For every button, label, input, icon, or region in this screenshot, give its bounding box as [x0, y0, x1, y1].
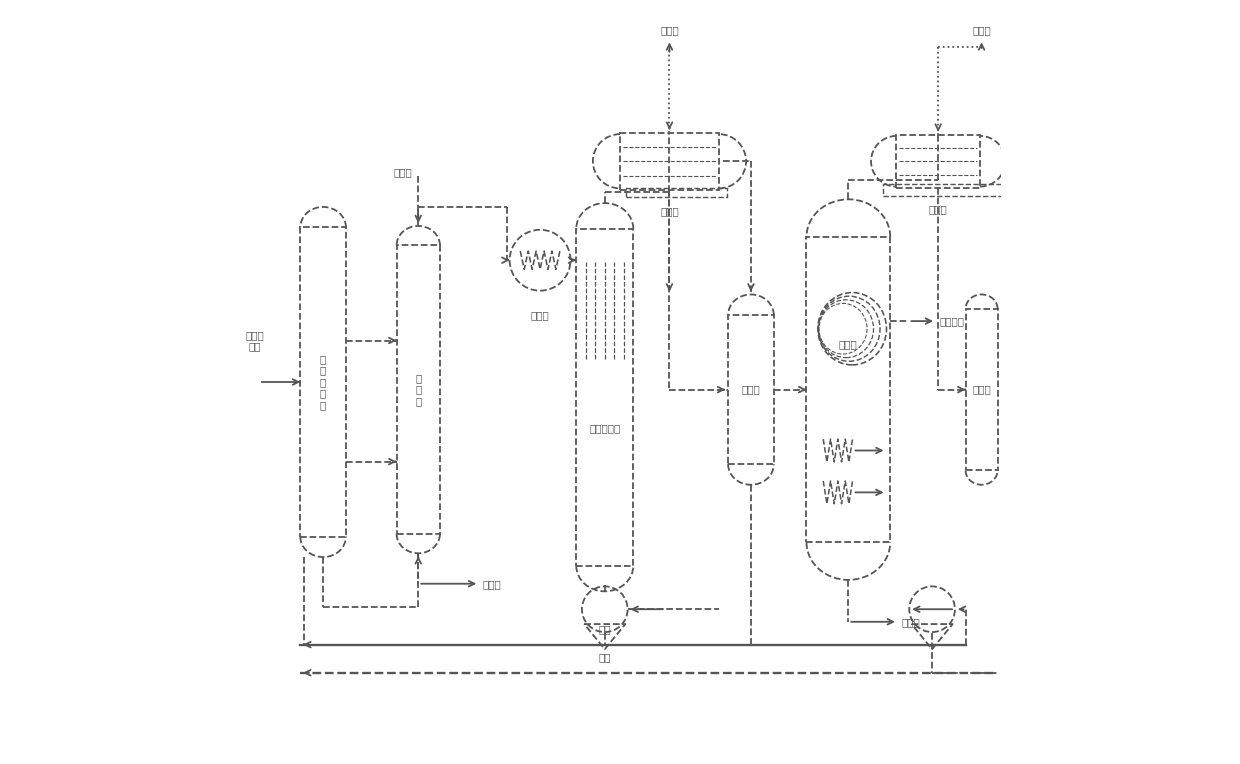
Text: 冷凝器: 冷凝器: [929, 205, 947, 215]
Text: 加热器: 加热器: [531, 310, 549, 320]
Bar: [806, 237, 890, 542]
Text: 重质油: 重质油: [901, 617, 920, 626]
Text: 第
一
萃
取
塔: 第 一 萃 取 塔: [320, 354, 326, 410]
Text: 冷凝器: 冷凝器: [660, 206, 678, 216]
Text: 抽真空: 抽真空: [660, 26, 678, 36]
Text: 烃油: 烃油: [599, 652, 611, 662]
Bar: [966, 309, 997, 471]
Bar: [897, 134, 980, 188]
Text: 产油罐: 产油罐: [972, 384, 991, 395]
Text: 抽真空: 抽真空: [972, 26, 991, 36]
Text: 甘液水: 甘液水: [484, 578, 502, 589]
Bar: [883, 184, 1006, 196]
Text: 烃油: 烃油: [599, 624, 611, 634]
Text: 粗生物
柴油: 粗生物 柴油: [246, 330, 264, 351]
Bar: [728, 315, 774, 465]
Bar: [626, 188, 727, 197]
Text: 闪蒸塔: 闪蒸塔: [839, 339, 858, 349]
Text: 轻油罐: 轻油罐: [742, 384, 760, 395]
Bar: [577, 228, 634, 565]
Bar: [620, 133, 719, 189]
Text: 洗净水: 洗净水: [393, 167, 412, 178]
Text: 水
洗
塔: 水 洗 塔: [415, 373, 422, 406]
Text: 脱轻闪蒸罐: 脱轻闪蒸罐: [589, 422, 620, 432]
Bar: [397, 245, 440, 534]
Text: 生物柴油: 生物柴油: [940, 316, 965, 326]
Bar: [300, 228, 346, 536]
